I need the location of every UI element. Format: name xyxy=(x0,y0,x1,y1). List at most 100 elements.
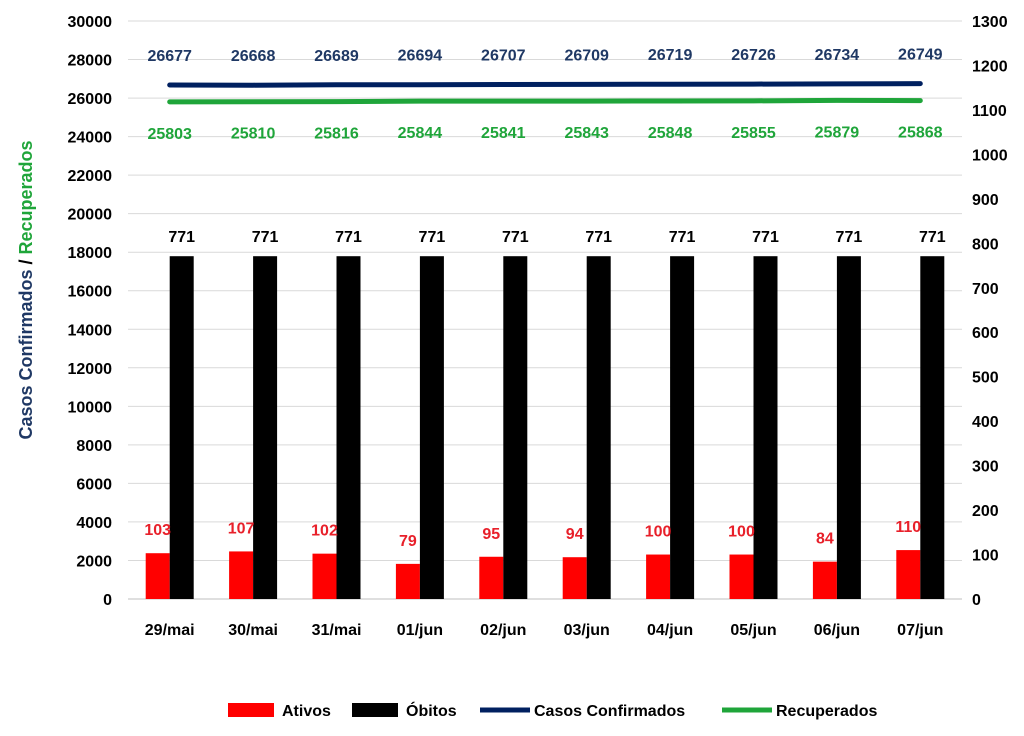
legend-swatch-obitos xyxy=(352,703,398,717)
data-label-ativos: 100 xyxy=(728,524,755,541)
y-tick-label-right: 800 xyxy=(972,236,999,253)
x-tick-label: 05/jun xyxy=(730,622,776,639)
bar-ativos xyxy=(646,554,671,599)
data-label-obitos: 771 xyxy=(836,229,863,246)
data-label-obitos: 771 xyxy=(669,229,696,246)
y-tick-label-right: 1300 xyxy=(972,14,1008,31)
y-axis-label-part1: Casos Confirmados xyxy=(16,270,36,440)
x-tick-label: 29/mai xyxy=(145,622,195,639)
y-tick-label-right: 1000 xyxy=(972,147,1008,164)
data-label-ativos: 84 xyxy=(816,531,834,548)
x-tick-label: 30/mai xyxy=(228,622,278,639)
y-axis-right: 0 100 200 300 400 500 600 700 800 900 1000 1100 1200… xyxy=(972,14,1008,609)
data-label-casos-confirmados: 26677 xyxy=(147,48,192,65)
data-labels: 103 771 107 771 102 771 79 771 95 771 94 771 100 771 1… xyxy=(144,47,945,550)
bar-ativos xyxy=(896,550,921,599)
data-label-ativos: 107 xyxy=(228,520,255,537)
bar-obitos xyxy=(836,256,861,599)
y-tick-label-left: 0 xyxy=(103,592,112,609)
bar-ativos xyxy=(562,557,587,599)
data-label-obitos: 771 xyxy=(585,229,612,246)
y-tick-label-left: 18000 xyxy=(68,245,113,262)
data-label-ativos: 103 xyxy=(144,522,171,539)
bar-ativos xyxy=(395,563,420,599)
bar-ativos xyxy=(312,553,337,599)
data-label-obitos: 771 xyxy=(502,229,529,246)
data-label-casos-confirmados: 26749 xyxy=(898,47,943,64)
data-label-obitos: 771 xyxy=(168,229,195,246)
data-label-casos-confirmados: 26719 xyxy=(648,47,693,64)
legend: Ativos Óbitos Casos Confirmados Recuperados xyxy=(228,701,877,720)
bar-obitos xyxy=(670,256,695,599)
data-label-obitos: 771 xyxy=(419,229,446,246)
x-tick-label: 01/jun xyxy=(397,622,443,639)
x-tick-label: 02/jun xyxy=(480,622,526,639)
legend-swatch-ativos xyxy=(228,703,274,717)
legend-label-recuperados: Recuperados xyxy=(776,703,877,720)
bar-ativos xyxy=(812,561,837,599)
y-tick-label-left: 6000 xyxy=(76,476,112,493)
y-tick-label-right: 100 xyxy=(972,548,999,565)
data-label-casos-confirmados: 26709 xyxy=(564,47,609,64)
bar-ativos xyxy=(729,554,754,599)
y-tick-label-right: 1100 xyxy=(972,103,1007,120)
bars xyxy=(145,256,945,599)
x-tick-label: 31/mai xyxy=(312,622,362,639)
y-tick-label-left: 28000 xyxy=(68,53,113,70)
bar-ativos xyxy=(479,556,504,599)
data-label-obitos: 771 xyxy=(252,229,279,246)
x-tick-label: 06/jun xyxy=(814,622,860,639)
bar-obitos xyxy=(419,256,444,599)
y-axis-label-separator: / xyxy=(16,254,36,269)
data-label-ativos: 110 xyxy=(895,519,921,536)
data-label-casos-confirmados: 26734 xyxy=(815,47,860,64)
bar-ativos xyxy=(229,551,254,599)
data-label-casos-confirmados: 26707 xyxy=(481,47,526,64)
data-label-recuperados: 25803 xyxy=(147,126,192,143)
data-label-ativos: 94 xyxy=(566,526,584,543)
data-label-recuperados: 25879 xyxy=(815,124,860,141)
line-casos-confirmados xyxy=(167,81,923,88)
x-tick-label: 07/jun xyxy=(897,622,943,639)
bar-ativos xyxy=(145,553,170,599)
x-axis: 29/mai 30/mai 31/mai 01/jun 02/jun 03/jun 04/j… xyxy=(145,622,944,639)
bar-obitos xyxy=(169,256,194,599)
data-label-obitos: 771 xyxy=(752,229,779,246)
y-axis-label: Casos Confirmados / Recuperados xyxy=(16,140,36,439)
data-label-casos-confirmados: 26726 xyxy=(731,47,776,64)
data-label-recuperados: 25844 xyxy=(398,125,443,142)
data-label-ativos: 102 xyxy=(311,523,338,540)
data-label-recuperados: 25810 xyxy=(231,126,276,143)
y-tick-label-left: 14000 xyxy=(68,322,113,339)
data-label-casos-confirmados: 26694 xyxy=(398,48,443,65)
data-label-casos-confirmados: 26668 xyxy=(231,48,276,65)
bar-obitos xyxy=(503,256,528,599)
y-tick-label-left: 30000 xyxy=(68,14,113,31)
y-tick-label-left: 4000 xyxy=(76,515,112,532)
y-axis-left: 0 2000 4000 6000 8000 10000 12000 14000 16000 180… xyxy=(68,14,113,609)
data-label-ativos: 79 xyxy=(399,533,417,550)
line-recuperados xyxy=(167,97,923,105)
y-tick-label-right: 900 xyxy=(972,192,999,209)
bar-obitos xyxy=(253,256,278,599)
bar-obitos xyxy=(753,256,778,599)
data-label-recuperados: 25868 xyxy=(898,125,943,142)
y-tick-label-left: 8000 xyxy=(76,438,112,455)
y-tick-label-left: 2000 xyxy=(76,553,112,570)
y-tick-label-right: 1200 xyxy=(972,58,1008,75)
data-label-recuperados: 25816 xyxy=(314,126,359,143)
data-label-recuperados: 25848 xyxy=(648,125,693,142)
data-label-ativos: 95 xyxy=(482,526,500,543)
bar-obitos xyxy=(336,256,361,599)
bar-obitos xyxy=(586,256,611,599)
legend-label-ativos: Ativos xyxy=(282,703,331,720)
y-tick-label-right: 600 xyxy=(972,325,999,342)
legend-label-casos-confirmados: Casos Confirmados xyxy=(534,703,685,720)
y-tick-label-right: 0 xyxy=(972,592,981,609)
y-tick-label-left: 22000 xyxy=(68,168,113,185)
series-lines xyxy=(167,81,923,105)
y-tick-label-left: 10000 xyxy=(68,399,113,416)
y-tick-label-left: 24000 xyxy=(68,130,113,147)
data-label-recuperados: 25855 xyxy=(731,125,776,142)
legend-label-obitos: Óbitos xyxy=(406,701,457,720)
